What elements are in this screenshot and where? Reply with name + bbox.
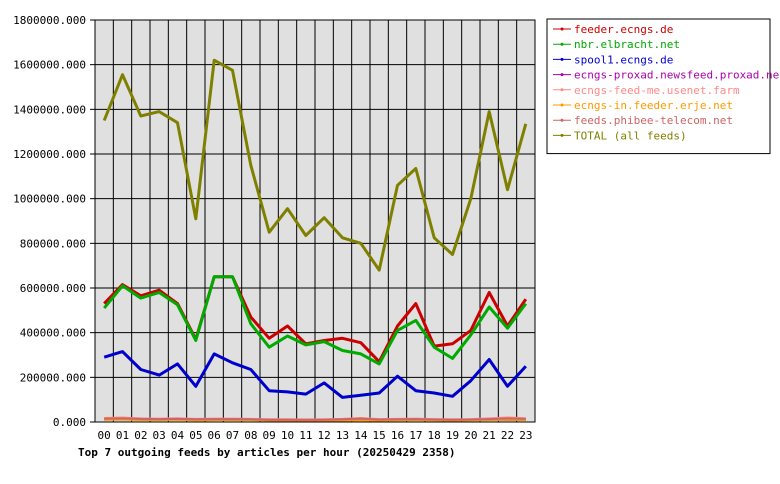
x-tick-label: 08 <box>244 429 257 442</box>
x-tick-label: 15 <box>373 429 386 442</box>
x-tick-label: 19 <box>446 429 459 442</box>
x-tick-label: 17 <box>409 429 422 442</box>
y-tick-label: 1600000.000 <box>13 59 86 72</box>
x-tick-label: 20 <box>464 429 477 442</box>
legend-label: feeder.ecngs.de <box>574 23 673 36</box>
x-tick-label: 11 <box>299 429 312 442</box>
x-tick-label: 21 <box>483 429 496 442</box>
y-tick-label: 600000.000 <box>20 282 86 295</box>
x-tick-label: 14 <box>354 429 368 442</box>
x-tick-label: 12 <box>318 429 331 442</box>
legend-label: ecngs-feed-me.usenet.farm <box>574 84 740 97</box>
legend-label: nbr.elbracht.net <box>574 38 680 51</box>
x-tick-label: 16 <box>391 429 404 442</box>
x-tick-label: 18 <box>428 429 441 442</box>
legend-label: TOTAL (all feeds) <box>574 129 687 142</box>
legend-marker <box>560 42 564 46</box>
x-tick-label: 01 <box>116 429 129 442</box>
y-tick-label: 1800000.000 <box>13 14 86 27</box>
legend-marker <box>560 73 564 77</box>
x-tick-label: 13 <box>336 429 349 442</box>
y-tick-label: 200000.000 <box>20 371 86 384</box>
y-tick-label: 0.000 <box>53 416 86 429</box>
series-line-feeds-phibee-telecom-net <box>104 417 526 421</box>
y-tick-label: 400000.000 <box>20 327 86 340</box>
x-tick-label: 07 <box>226 429 239 442</box>
legend-box <box>546 18 771 155</box>
y-tick-label: 1400000.000 <box>13 103 86 116</box>
x-tick-label: 04 <box>171 429 185 442</box>
legend-marker <box>560 103 564 107</box>
legend-marker <box>560 133 564 137</box>
legend-label: ecngs-in.feeder.erje.net <box>574 99 733 112</box>
y-tick-label: 1000000.000 <box>13 193 86 206</box>
legend-marker <box>560 27 564 31</box>
legend-marker <box>560 57 564 61</box>
series-line-nbr-elbracht-net <box>103 275 528 366</box>
x-tick-label: 02 <box>134 429 147 442</box>
series-line-total-all-feeds- <box>102 58 528 272</box>
x-tick-label: 10 <box>281 429 294 442</box>
legend-marker <box>560 118 564 122</box>
y-tick-label: 1200000.000 <box>13 148 86 161</box>
legend-marker <box>560 88 564 92</box>
legend-label: spool1.ecngs.de <box>574 53 673 66</box>
x-tick-label: 22 <box>501 429 514 442</box>
x-tick-label: 03 <box>153 429 166 442</box>
x-tick-label: 05 <box>189 429 202 442</box>
x-tick-label: 09 <box>263 429 276 442</box>
series-line-spool1-ecngs-de <box>103 350 527 399</box>
x-tick-label: 00 <box>98 429 111 442</box>
x-tick-label: 23 <box>519 429 532 442</box>
chart-title: Top 7 outgoing feeds by articles per hou… <box>78 446 456 459</box>
legend-label: ecngs-proxad.newsfeed.proxad.net <box>574 69 780 82</box>
y-tick-label: 800000.000 <box>20 237 86 250</box>
legend-label: feeds.phibee-telecom.net <box>574 114 733 127</box>
x-tick-label: 06 <box>208 429 221 442</box>
